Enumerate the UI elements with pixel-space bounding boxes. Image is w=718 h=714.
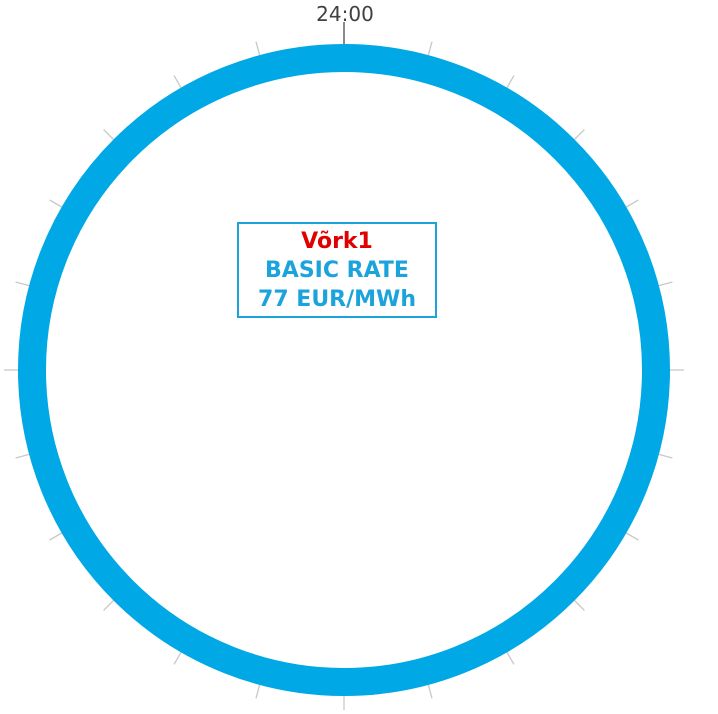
network-name: Võrk1 bbox=[301, 228, 373, 254]
rate-name: BASIC RATE bbox=[265, 257, 409, 283]
hour-tick bbox=[103, 129, 114, 140]
hour-tick bbox=[15, 453, 30, 459]
hour-tick bbox=[49, 199, 63, 208]
hour-tick bbox=[506, 651, 515, 665]
hour-tick bbox=[506, 75, 515, 89]
hour-tick bbox=[49, 532, 63, 541]
hour-tick bbox=[427, 41, 433, 56]
hour-tick bbox=[255, 684, 261, 699]
tariff-info-box: Võrk1 BASIC RATE 77 EUR/MWh bbox=[237, 222, 437, 318]
hour-tick bbox=[103, 600, 114, 611]
hour-tick bbox=[625, 199, 639, 208]
hour-tick bbox=[574, 600, 585, 611]
midnight-label: 24:00 bbox=[316, 2, 374, 26]
hour-tick bbox=[255, 41, 261, 56]
hour-tick bbox=[574, 129, 585, 140]
tariff-ring bbox=[18, 44, 670, 696]
hour-tick bbox=[427, 684, 433, 699]
hour-tick bbox=[625, 532, 639, 541]
hour-tick bbox=[658, 453, 673, 459]
hour-tick bbox=[15, 281, 30, 287]
rate-value: 77 EUR/MWh bbox=[258, 286, 416, 312]
hour-tick bbox=[173, 75, 182, 89]
hour-tick bbox=[173, 651, 182, 665]
hour-tick bbox=[658, 281, 673, 287]
hour-ticks bbox=[4, 22, 684, 710]
